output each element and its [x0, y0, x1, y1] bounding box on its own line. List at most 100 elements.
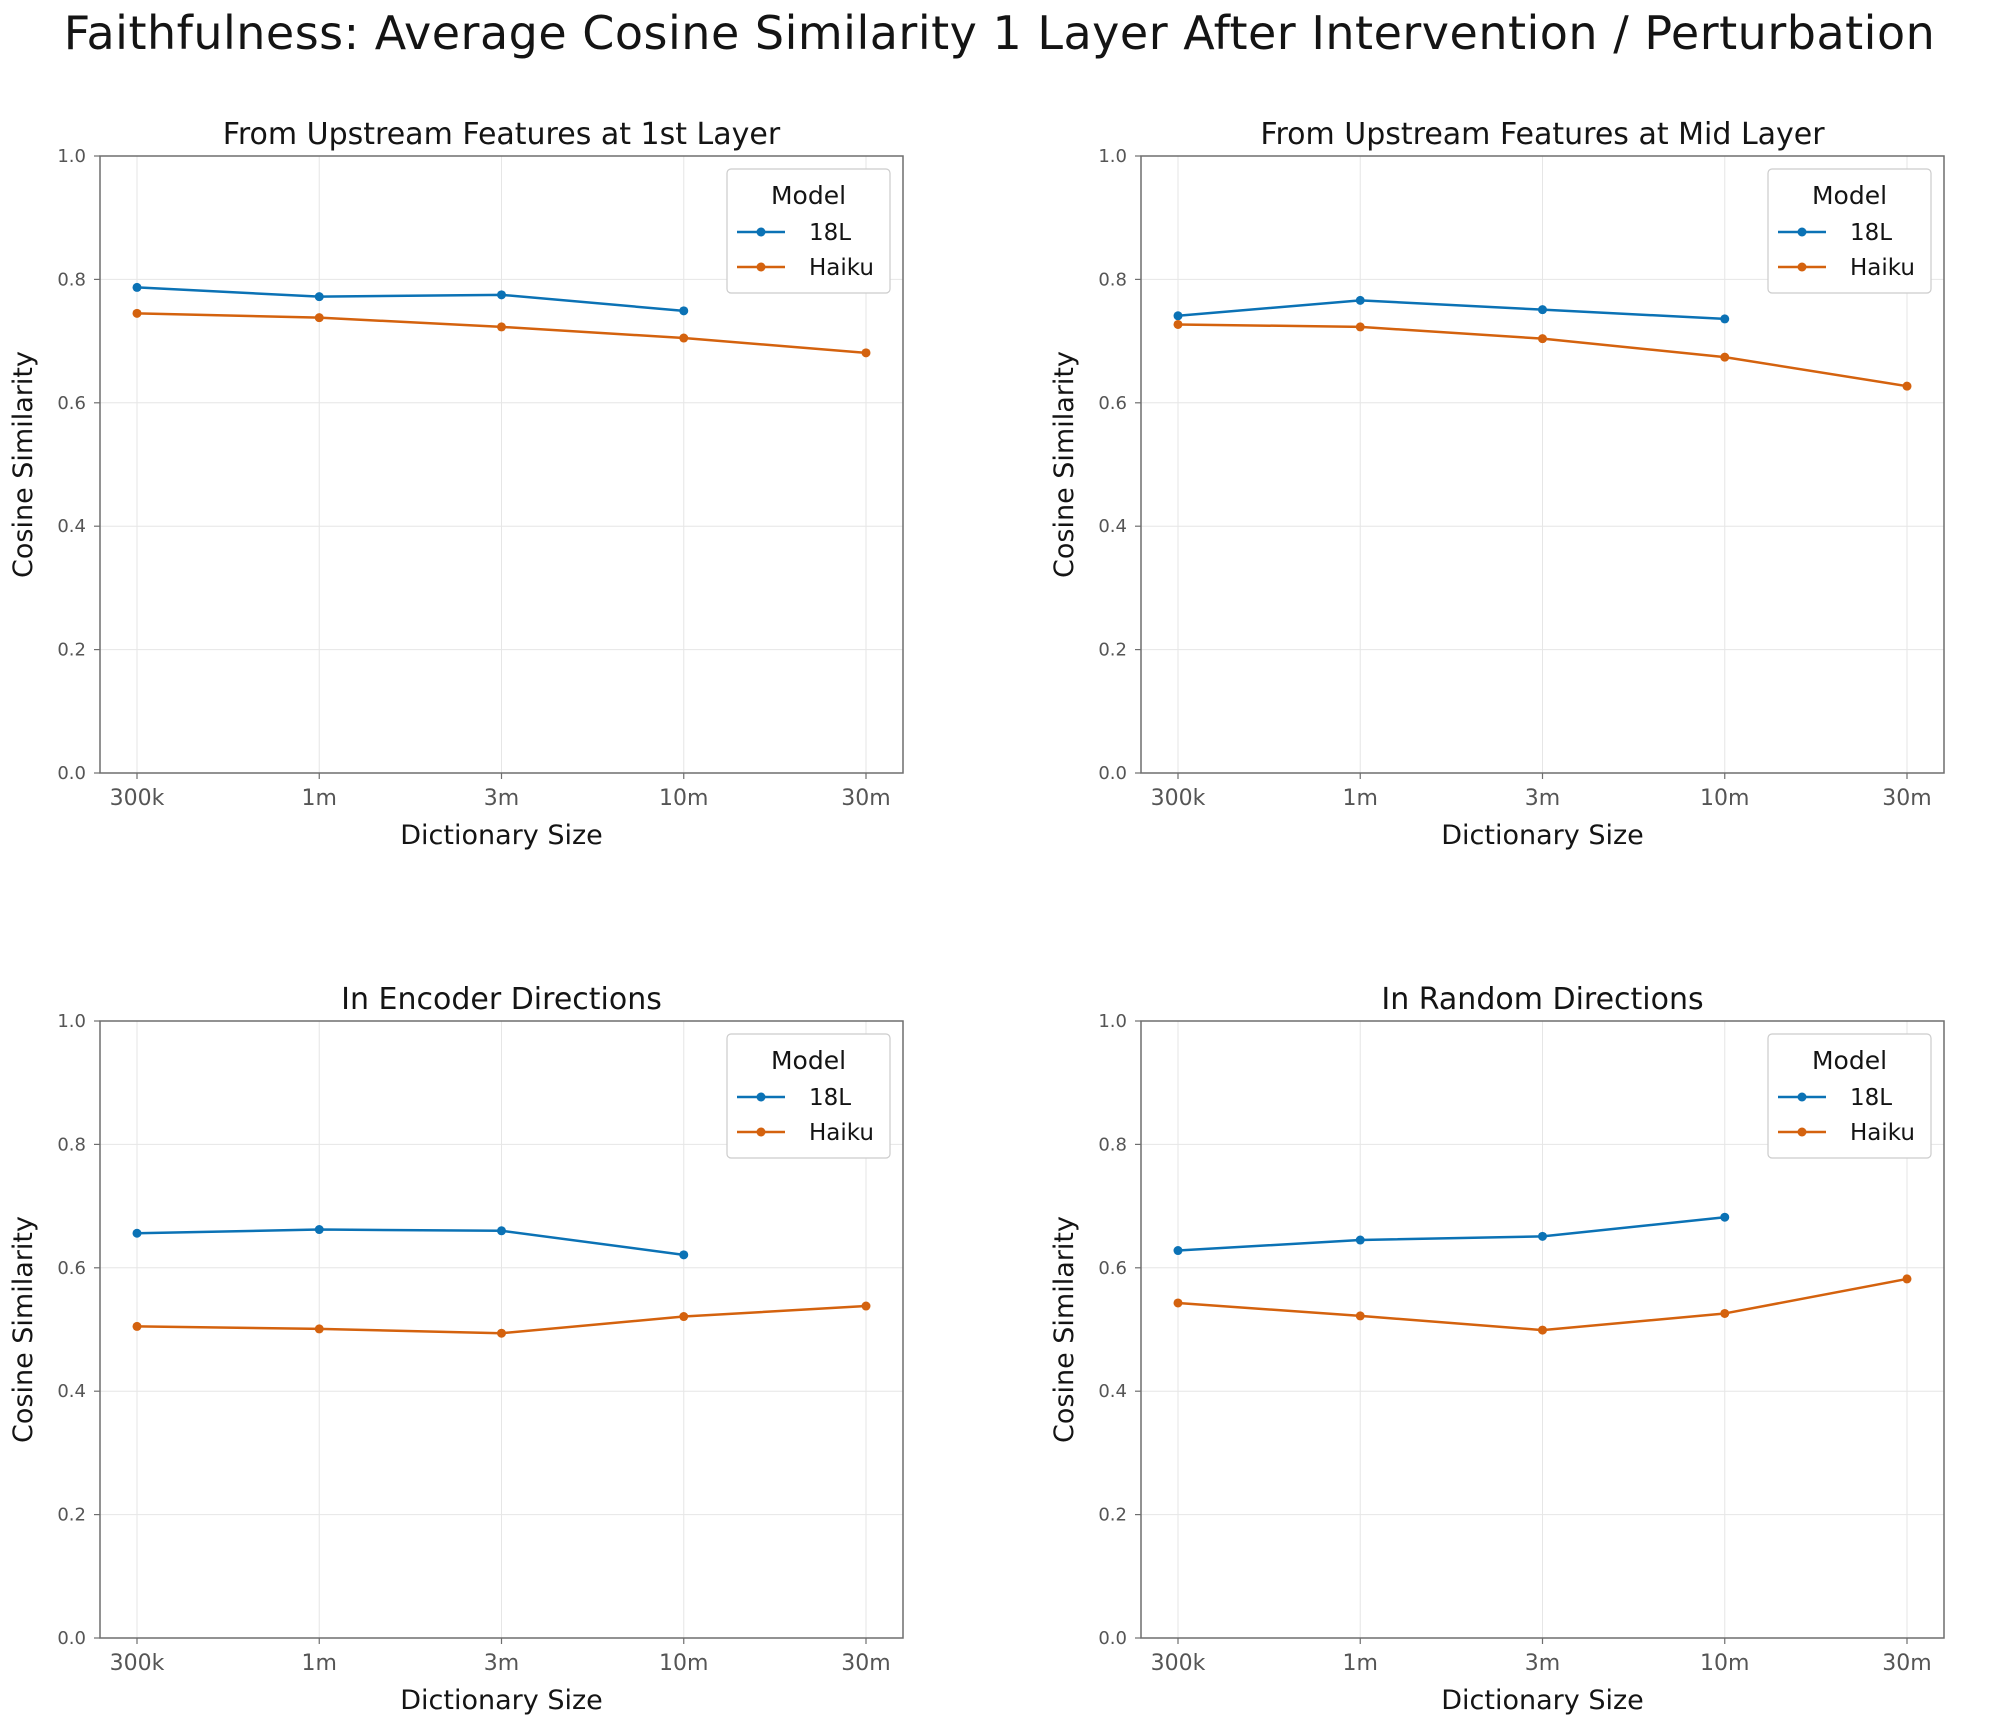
x-tick-label: 300k — [110, 1651, 165, 1676]
legend-title: Model — [771, 181, 846, 210]
legend-label: 18L — [1850, 220, 1892, 246]
y-tick-label: 0.0 — [57, 1628, 86, 1649]
y-tick-label: 0.4 — [1098, 1381, 1127, 1402]
data-point-18L — [1173, 1246, 1183, 1256]
data-point-Haiku — [1902, 381, 1912, 391]
x-tick-label: 300k — [1151, 786, 1206, 811]
x-tick-label: 30m — [841, 786, 890, 811]
y-tick-label: 1.0 — [1098, 146, 1127, 167]
x-tick-label: 3m — [484, 1651, 519, 1676]
legend-label: Haiku — [1850, 1120, 1915, 1146]
data-point-Haiku — [1538, 1325, 1547, 1335]
legend-swatch-marker — [1797, 262, 1807, 272]
subplot-title: From Upstream Features at 1st Layer — [223, 117, 781, 152]
legend-swatch-marker — [756, 1127, 766, 1137]
subplot-1: 0.0 0.2 0.4 0.6 0.8 1.0 300k 1m 3m 10m 30m From Ups… — [8, 117, 904, 851]
y-tick-label: 0.2 — [57, 640, 86, 661]
y-tick-label: 0.0 — [1098, 763, 1127, 784]
y-tick-label: 0.4 — [57, 516, 86, 537]
y-tick-label: 1.0 — [1098, 1011, 1127, 1032]
x-tick-label: 1m — [1343, 1651, 1378, 1676]
data-point-Haiku — [1173, 1298, 1183, 1308]
x-tick-label: 10m — [1700, 786, 1749, 811]
y-tick-label: 0.2 — [1098, 640, 1127, 661]
x-tick-label: 300k — [110, 786, 165, 811]
x-axis-label: Dictionary Size — [1441, 820, 1644, 851]
legend-box — [726, 168, 891, 294]
x-tick-label: 3m — [484, 786, 519, 811]
data-point-18L — [314, 292, 324, 302]
legend-box — [726, 1033, 891, 1159]
data-point-18L — [1720, 1212, 1730, 1222]
x-tick-label: 1m — [1343, 786, 1378, 811]
y-tick-label: 0.6 — [1098, 393, 1127, 414]
data-point-Haiku — [1173, 319, 1183, 329]
y-tick-label: 0.4 — [57, 1381, 86, 1402]
legend-swatch-marker — [756, 227, 766, 237]
x-axis-label: Dictionary Size — [1441, 1685, 1644, 1716]
legend-swatch-marker — [756, 1092, 766, 1102]
data-point-Haiku — [314, 1324, 324, 1334]
x-tick-label: 30m — [841, 1651, 890, 1676]
y-tick-label: 0.6 — [57, 393, 86, 414]
series-line-18L — [136, 286, 684, 313]
y-axis-label: Cosine Similarity — [8, 1216, 39, 1443]
data-point-Haiku — [1720, 352, 1730, 362]
y-tick-label: 0.0 — [1098, 1628, 1127, 1649]
y-tick-label: 0.6 — [1098, 1258, 1127, 1279]
data-point-Haiku — [861, 348, 871, 358]
subplot-title: In Encoder Directions — [341, 982, 662, 1017]
series-line-18L — [136, 1228, 684, 1257]
x-tick-label: 30m — [1882, 1651, 1931, 1676]
data-point-Haiku — [1538, 334, 1547, 344]
x-tick-label: 10m — [659, 786, 708, 811]
legend-box — [1767, 1033, 1932, 1159]
legend-swatch-marker — [756, 262, 766, 272]
x-tick-label: 1m — [302, 1651, 337, 1676]
y-axis-label: Cosine Similarity — [1049, 1216, 1080, 1443]
legend-label: 18L — [809, 1085, 851, 1111]
data-point-18L — [679, 1250, 689, 1260]
y-tick-label: 0.4 — [1098, 516, 1127, 537]
y-tick-label: 1.0 — [57, 1011, 86, 1032]
x-tick-label: 1m — [302, 786, 337, 811]
legend-title: Model — [1812, 1046, 1887, 1075]
series-line-18L — [1177, 1215, 1725, 1252]
y-tick-label: 0.8 — [1098, 1134, 1127, 1155]
data-point-Haiku — [1355, 1311, 1365, 1321]
data-point-Haiku — [497, 322, 506, 332]
x-tick-label: 300k — [1151, 1651, 1206, 1676]
legend-label: 18L — [809, 220, 851, 246]
data-point-Haiku — [1902, 1274, 1912, 1284]
y-tick-label: 1.0 — [57, 146, 86, 167]
data-point-18L — [497, 290, 506, 300]
data-point-18L — [1173, 311, 1183, 321]
subplot-2: 0.0 0.2 0.4 0.6 0.8 1.0 300k 1m 3m 10m 30m From Ups… — [1049, 117, 1945, 851]
legend-swatch-marker — [1797, 1092, 1807, 1102]
x-axis-label: Dictionary Size — [400, 1685, 603, 1716]
data-point-18L — [314, 1225, 324, 1235]
data-point-18L — [1720, 314, 1730, 324]
data-point-18L — [1538, 1231, 1547, 1241]
y-tick-label: 0.8 — [57, 269, 86, 290]
y-axis-label: Cosine Similarity — [8, 351, 39, 578]
x-tick-label: 3m — [1525, 786, 1560, 811]
data-point-18L — [1355, 1235, 1365, 1245]
y-axis-label: Cosine Similarity — [1049, 351, 1080, 578]
figure-title: Faithfulness: Average Cosine Similarity … — [63, 6, 1936, 60]
legend-label: Haiku — [809, 1120, 874, 1146]
legend-title: Model — [1812, 181, 1887, 210]
legend-label: Haiku — [1850, 255, 1915, 281]
subplot-4: 0.0 0.2 0.4 0.6 0.8 1.0 300k 1m 3m 10m 30m In Rando… — [1049, 982, 1945, 1716]
data-point-Haiku — [861, 1301, 871, 1311]
x-tick-label: 30m — [1882, 786, 1931, 811]
y-tick-label: 0.8 — [1098, 269, 1127, 290]
y-tick-label: 0.0 — [57, 763, 86, 784]
legend-swatch-marker — [1797, 1127, 1807, 1137]
data-point-Haiku — [132, 308, 142, 318]
data-point-18L — [497, 1226, 506, 1236]
x-axis-label: Dictionary Size — [400, 820, 603, 851]
subplot-title: From Upstream Features at Mid Layer — [1260, 117, 1825, 152]
